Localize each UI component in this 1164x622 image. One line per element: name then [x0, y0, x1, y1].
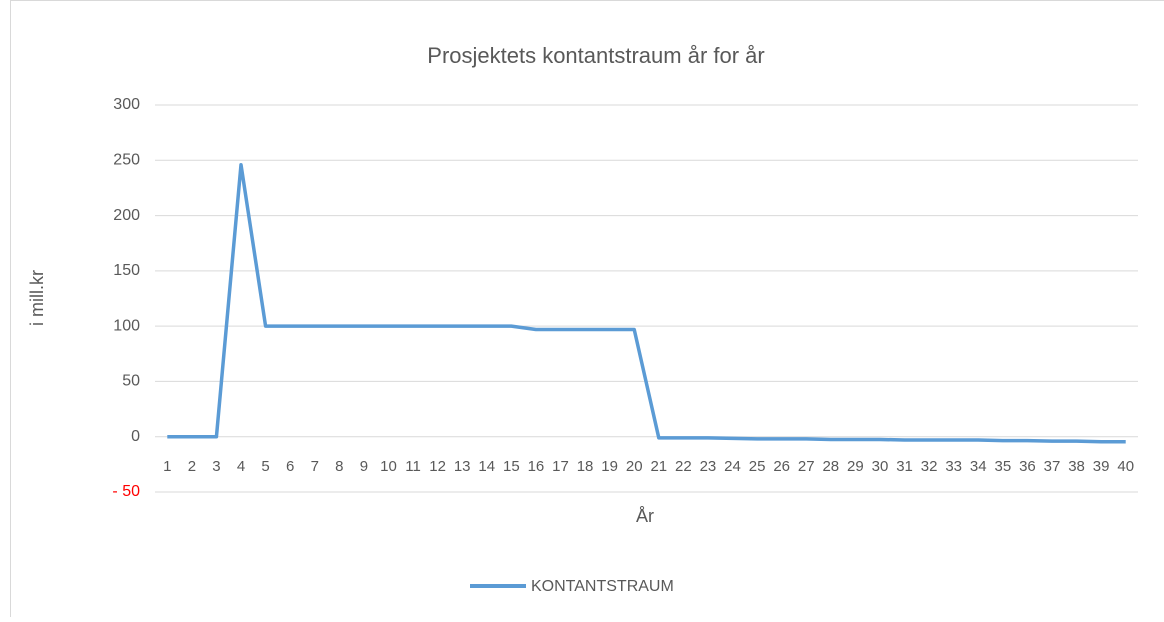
- x-tick-label: 26: [773, 458, 790, 475]
- x-tick-label: 23: [700, 458, 717, 475]
- x-tick-label: 5: [261, 458, 269, 475]
- legend-label: KONTANTSTRAUM: [531, 578, 674, 595]
- x-tick-label: 29: [847, 458, 864, 475]
- x-tick-label: 28: [822, 458, 839, 475]
- x-tick-label: 35: [994, 458, 1011, 475]
- x-tick-label: 24: [724, 458, 741, 475]
- x-tick-label: 39: [1093, 458, 1110, 475]
- x-tick-label: 25: [749, 458, 766, 475]
- x-tick-label: 20: [626, 458, 643, 475]
- x-tick-label: 8: [335, 458, 343, 475]
- x-tick-label: 11: [405, 458, 421, 475]
- y-tick-label: 50: [122, 373, 140, 390]
- x-tick-label: 12: [429, 458, 446, 475]
- x-tick-label: 18: [577, 458, 594, 475]
- x-tick-label: 38: [1068, 458, 1085, 475]
- chart-frame: [11, 1, 1164, 618]
- x-tick-label: 30: [872, 458, 889, 475]
- y-tick-label: 250: [113, 152, 140, 169]
- x-tick-label: 6: [286, 458, 294, 475]
- y-tick-label: 100: [113, 317, 140, 334]
- x-tick-label: 15: [503, 458, 520, 475]
- y-tick-label: 0: [131, 428, 140, 445]
- y-axis-label: i mill.kr: [27, 270, 47, 326]
- x-tick-label: 14: [478, 458, 495, 475]
- x-tick-label: 40: [1117, 458, 1134, 475]
- chart-title: Prosjektets kontantstraum år for år: [427, 43, 764, 68]
- x-tick-label: 7: [311, 458, 319, 475]
- x-tick-label: 37: [1044, 458, 1061, 475]
- x-tick-label: 1: [163, 458, 171, 475]
- x-tick-label: 31: [896, 458, 913, 475]
- x-tick-label: 21: [650, 458, 667, 475]
- x-tick-label: 9: [360, 458, 368, 475]
- x-tick-label: 4: [237, 458, 245, 475]
- x-tick-label: 27: [798, 458, 815, 475]
- x-tick-label: 17: [552, 458, 569, 475]
- x-tick-label: 36: [1019, 458, 1036, 475]
- x-tick-label: 32: [921, 458, 938, 475]
- x-axis-label: År: [636, 506, 654, 526]
- x-tick-label: 22: [675, 458, 692, 475]
- x-tick-label: 19: [601, 458, 618, 475]
- y-tick-label: - 50: [112, 483, 140, 500]
- x-tick-label: 13: [454, 458, 471, 475]
- x-tick-label: 34: [970, 458, 987, 475]
- x-tick-label: 2: [188, 458, 196, 475]
- y-tick-label: 200: [113, 207, 140, 224]
- x-tick-label: 10: [380, 458, 397, 475]
- x-tick-label: 3: [212, 458, 220, 475]
- x-tick-label: 33: [945, 458, 962, 475]
- y-tick-label: 150: [113, 262, 140, 279]
- y-tick-label: 300: [113, 96, 140, 113]
- x-tick-label: 16: [528, 458, 545, 475]
